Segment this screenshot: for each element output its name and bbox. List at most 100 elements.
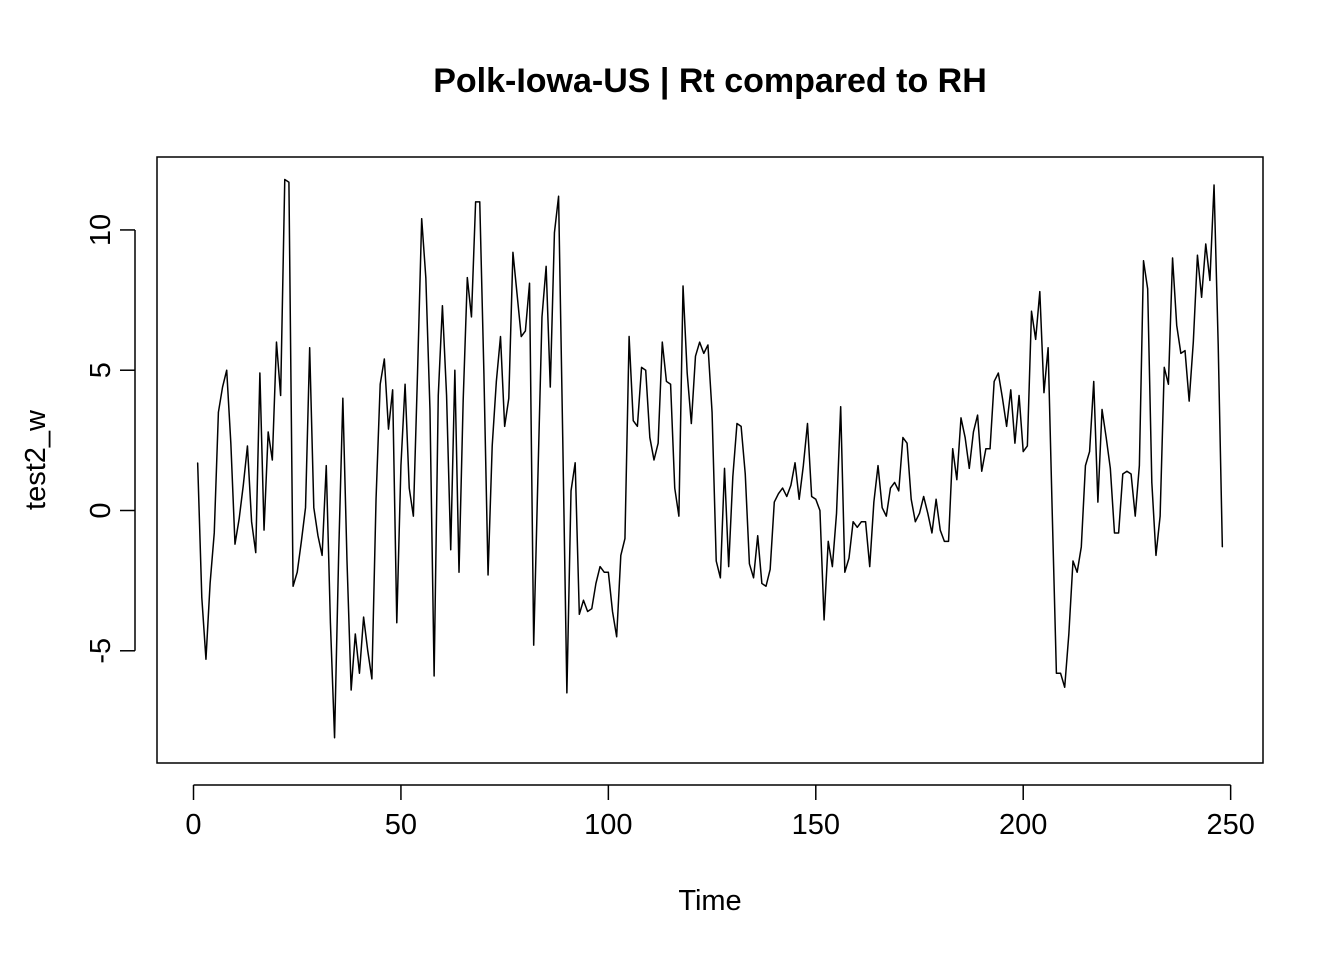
data-point (840, 406, 842, 408)
data-point (711, 411, 713, 413)
data-point (329, 622, 331, 624)
data-point (1113, 532, 1115, 534)
data-point (1147, 288, 1149, 290)
data-point (591, 608, 593, 610)
data-point (686, 372, 688, 374)
data-point (441, 305, 443, 307)
data-point (699, 341, 701, 343)
data-point (1076, 571, 1078, 573)
data-point (545, 265, 547, 267)
data-point (964, 437, 966, 439)
x-tick-label: 200 (999, 809, 1047, 841)
y-tick-label: 5 (85, 362, 117, 378)
data-point (889, 487, 891, 489)
data-point (885, 515, 887, 517)
y-axis-label: test2_w (20, 409, 52, 510)
data-point (852, 521, 854, 523)
data-point (1143, 260, 1145, 262)
data-point (325, 465, 327, 467)
data-point (811, 495, 813, 497)
data-point (670, 383, 672, 385)
data-point (1159, 515, 1161, 517)
data-point (865, 521, 867, 523)
data-point (408, 487, 410, 489)
data-point (894, 481, 896, 483)
data-point (404, 383, 406, 385)
data-point (740, 425, 742, 427)
data-point (1089, 451, 1091, 453)
data-point (226, 369, 228, 371)
data-point (603, 571, 605, 573)
data-point (952, 448, 954, 450)
data-point (259, 372, 261, 374)
data-point (549, 386, 551, 388)
data-point (533, 644, 535, 646)
data-point (997, 372, 999, 374)
data-point (487, 574, 489, 576)
data-point (657, 442, 659, 444)
data-point (665, 380, 667, 382)
data-point (529, 282, 531, 284)
data-point (217, 411, 219, 413)
data-point (993, 380, 995, 382)
data-point (412, 515, 414, 517)
data-point (500, 336, 501, 338)
data-point (574, 462, 576, 464)
data-point (860, 521, 862, 523)
data-point (977, 414, 979, 416)
data-point (495, 380, 497, 382)
data-point (383, 358, 385, 360)
data-point (836, 512, 838, 514)
data-point (284, 178, 286, 180)
data-point (1018, 394, 1020, 396)
data-point (1022, 451, 1024, 453)
data-point (939, 529, 941, 531)
data-point (1109, 467, 1111, 469)
data-point (570, 490, 572, 492)
data-point (1184, 350, 1186, 352)
data-point (213, 532, 215, 534)
data-point (234, 543, 236, 545)
data-point (338, 552, 340, 554)
data-point (827, 540, 829, 542)
data-point (255, 552, 257, 554)
data-point (309, 347, 311, 349)
x-tick-label: 150 (792, 809, 840, 841)
data-point (844, 571, 846, 573)
data-point (541, 316, 543, 318)
data-point (1176, 324, 1178, 326)
data-point (1051, 512, 1053, 514)
data-point (968, 467, 970, 469)
data-point (748, 563, 750, 565)
data-point (1192, 341, 1194, 343)
data-point (537, 479, 539, 481)
data-point (819, 510, 821, 511)
data-point (512, 251, 514, 253)
data-point (678, 515, 680, 517)
data-point (1172, 257, 1174, 259)
data-point (387, 428, 389, 430)
data-point (1188, 400, 1190, 402)
data-point (724, 467, 726, 469)
data-point (392, 389, 394, 391)
data-point (553, 232, 555, 234)
data-point (728, 566, 730, 568)
data-point (483, 372, 485, 374)
data-point (1130, 473, 1132, 475)
data-point (1209, 279, 1211, 281)
data-point (661, 341, 663, 343)
data-point (346, 560, 348, 562)
data-point (831, 566, 833, 568)
data-point (645, 369, 647, 371)
data-point (715, 560, 717, 562)
data-point (690, 423, 692, 425)
data-point (1055, 672, 1057, 674)
data-point (238, 518, 240, 520)
data-point (628, 336, 630, 338)
data-point (367, 650, 369, 652)
y-tick-label: 10 (85, 214, 117, 246)
data-point (275, 341, 277, 343)
data-point (1196, 254, 1198, 256)
data-point (508, 397, 510, 399)
data-point (898, 490, 900, 492)
